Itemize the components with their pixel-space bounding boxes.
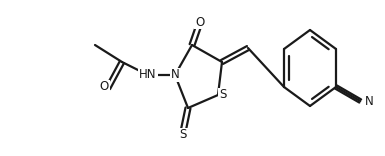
Text: S: S bbox=[219, 88, 227, 102]
Text: O: O bbox=[195, 15, 204, 29]
Text: HN: HN bbox=[139, 68, 157, 81]
Text: N: N bbox=[171, 68, 179, 81]
Text: N: N bbox=[365, 95, 374, 107]
Text: S: S bbox=[179, 129, 187, 141]
Text: O: O bbox=[99, 80, 109, 93]
